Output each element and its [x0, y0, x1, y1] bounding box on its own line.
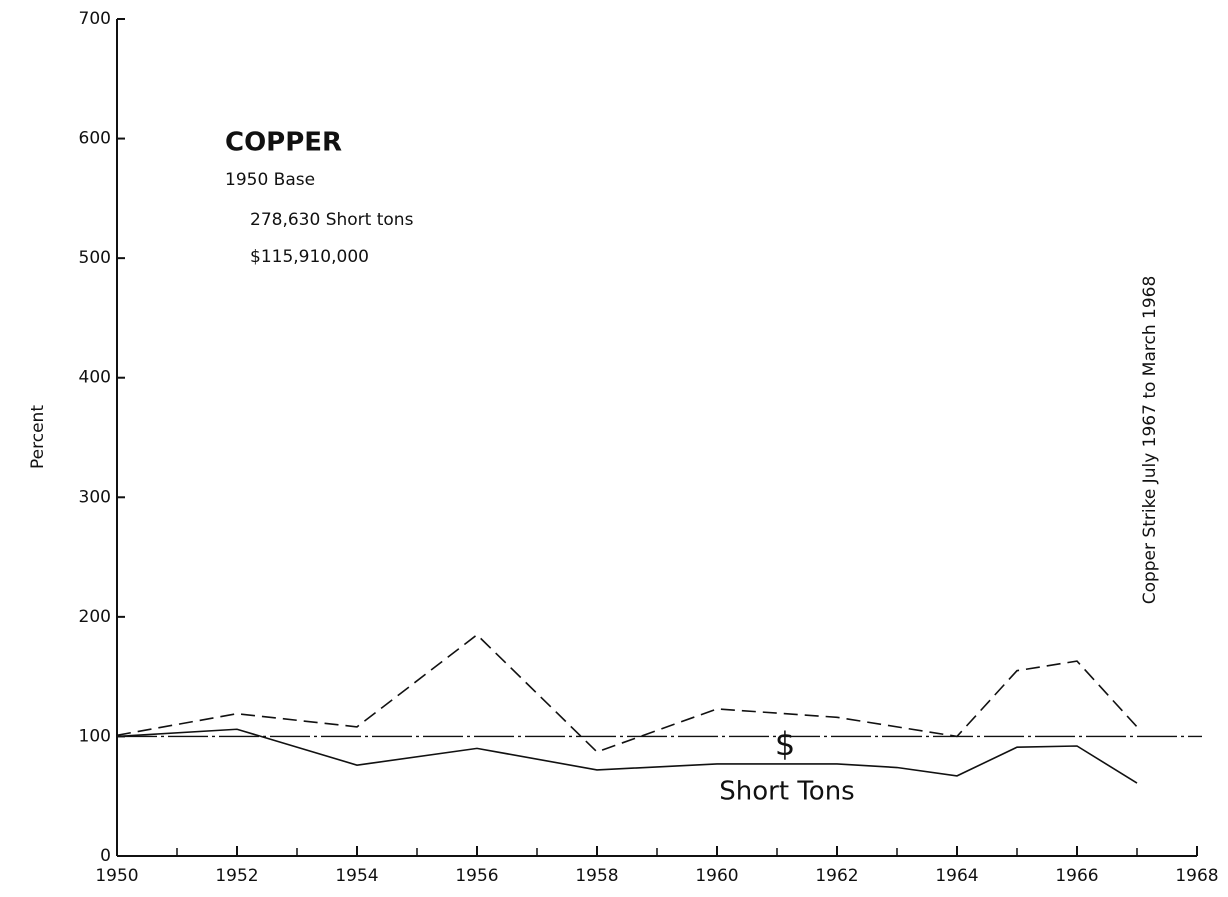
x-tick-label: 1958 — [575, 866, 618, 886]
series-label: $ — [775, 725, 795, 763]
y-tick-label: 100 — [79, 726, 111, 746]
x-tick-label: 1954 — [335, 866, 378, 886]
x-tick-label: 1950 — [95, 866, 138, 886]
x-tick-label: 1964 — [935, 866, 978, 886]
y-tick-label: 700 — [79, 9, 111, 29]
chart-title: COPPER — [225, 128, 342, 158]
y-tick-label: 500 — [79, 248, 111, 268]
y-axis-label: Percent — [28, 405, 48, 469]
x-tick-label: 1968 — [1175, 866, 1218, 886]
series-line — [116, 633, 1138, 753]
x-tick-label: 1952 — [215, 866, 258, 886]
x-tick-label: 1960 — [695, 866, 738, 886]
annotation: 1950 Base — [225, 170, 315, 190]
annotation: 278,630 Short tons — [250, 210, 414, 230]
x-tick-label: 1966 — [1055, 866, 1098, 886]
annotation: $115,910,000 — [250, 247, 369, 267]
y-tick-label: 200 — [79, 607, 111, 627]
x-tick-label: 1956 — [455, 866, 498, 886]
series-label: Short Tons — [719, 777, 854, 807]
annotation: Copper Strike July 1967 to March 1968 — [1140, 276, 1160, 605]
y-tick-label: 600 — [79, 129, 111, 149]
y-tick-label: 0 — [100, 846, 111, 866]
y-tick-label: 400 — [79, 368, 111, 388]
series-line — [116, 728, 1138, 784]
y-tick-label: 300 — [79, 487, 111, 507]
x-tick-label: 1962 — [815, 866, 858, 886]
